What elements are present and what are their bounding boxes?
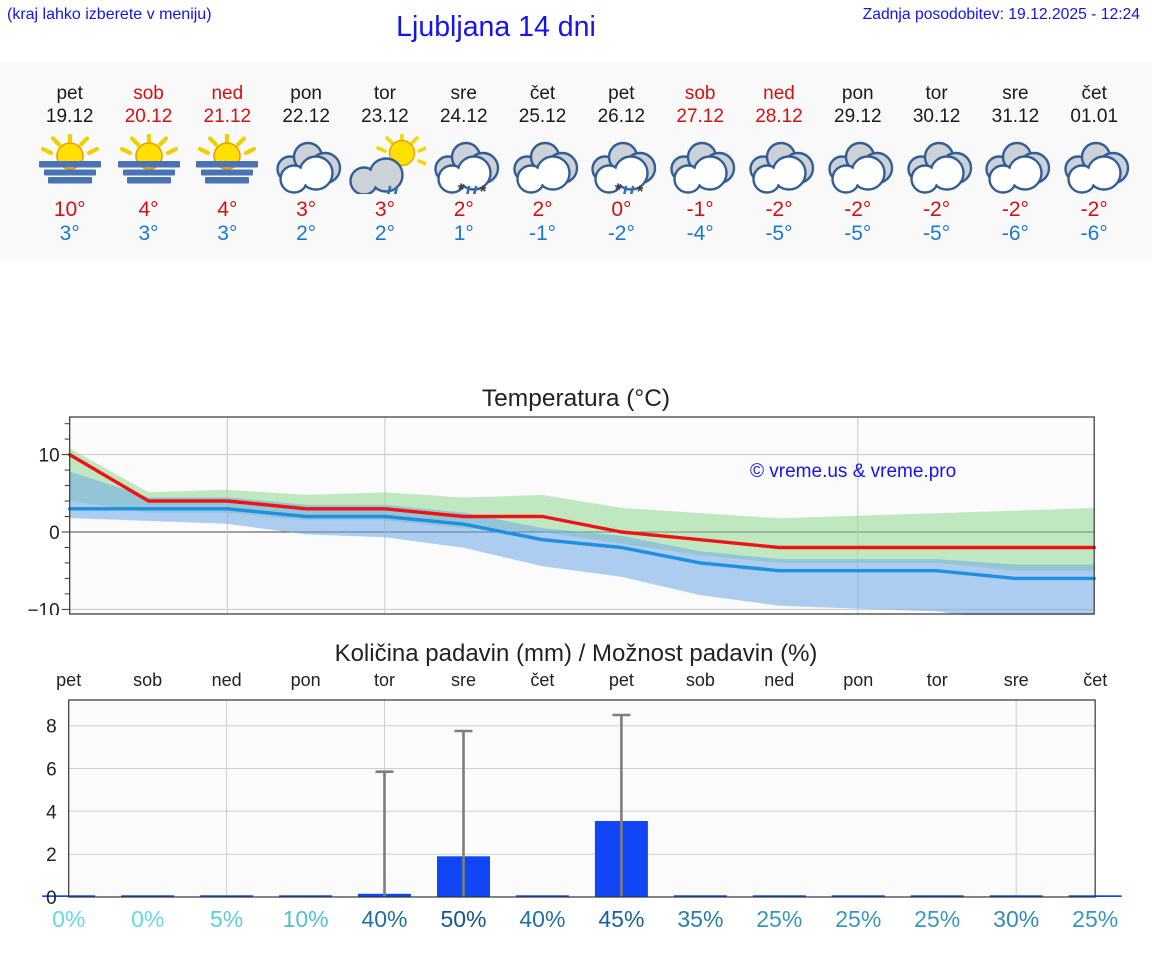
svg-text:tor: tor (927, 670, 948, 690)
svg-text:2: 2 (46, 845, 57, 866)
svg-text:© vreme.us & vreme.pro: © vreme.us & vreme.pro (750, 461, 956, 482)
svg-text:40%: 40% (361, 906, 407, 928)
svg-text:8: 8 (46, 717, 57, 738)
svg-text:pet: pet (609, 670, 634, 690)
svg-text:35%: 35% (677, 906, 723, 928)
svg-text:4: 4 (46, 802, 57, 823)
svg-text:−10: −10 (27, 600, 59, 615)
svg-text:25%: 25% (914, 906, 960, 928)
svg-text:pon: pon (291, 670, 321, 690)
svg-text:čet: čet (530, 670, 554, 690)
svg-text:40%: 40% (519, 906, 565, 928)
svg-text:10%: 10% (283, 906, 329, 928)
svg-text:pet: pet (56, 670, 81, 690)
svg-text:50%: 50% (440, 906, 486, 928)
svg-text:6: 6 (46, 760, 57, 781)
svg-text:0%: 0% (52, 906, 85, 928)
svg-text:sob: sob (133, 670, 162, 690)
svg-text:30%: 30% (993, 906, 1039, 928)
svg-text:sob: sob (686, 670, 715, 690)
svg-text:ned: ned (212, 670, 242, 690)
svg-text:45%: 45% (598, 906, 644, 928)
svg-text:*: * (479, 182, 486, 194)
svg-text:tor: tor (374, 670, 395, 690)
svg-text:25%: 25% (1072, 906, 1118, 928)
svg-text:čet: čet (1083, 670, 1107, 690)
svg-text:sre: sre (451, 670, 476, 690)
svg-text:*: * (637, 182, 644, 194)
svg-text:10: 10 (39, 446, 60, 467)
svg-text:0: 0 (49, 523, 60, 544)
svg-text:ned: ned (764, 670, 794, 690)
svg-text:*: * (615, 180, 622, 194)
svg-text:0%: 0% (131, 906, 164, 928)
svg-text:5%: 5% (210, 906, 243, 928)
svg-text:sre: sre (1004, 670, 1029, 690)
svg-text:pon: pon (843, 670, 873, 690)
svg-text:*: * (457, 180, 464, 194)
svg-text:25%: 25% (756, 906, 802, 928)
svg-text:25%: 25% (835, 906, 881, 928)
